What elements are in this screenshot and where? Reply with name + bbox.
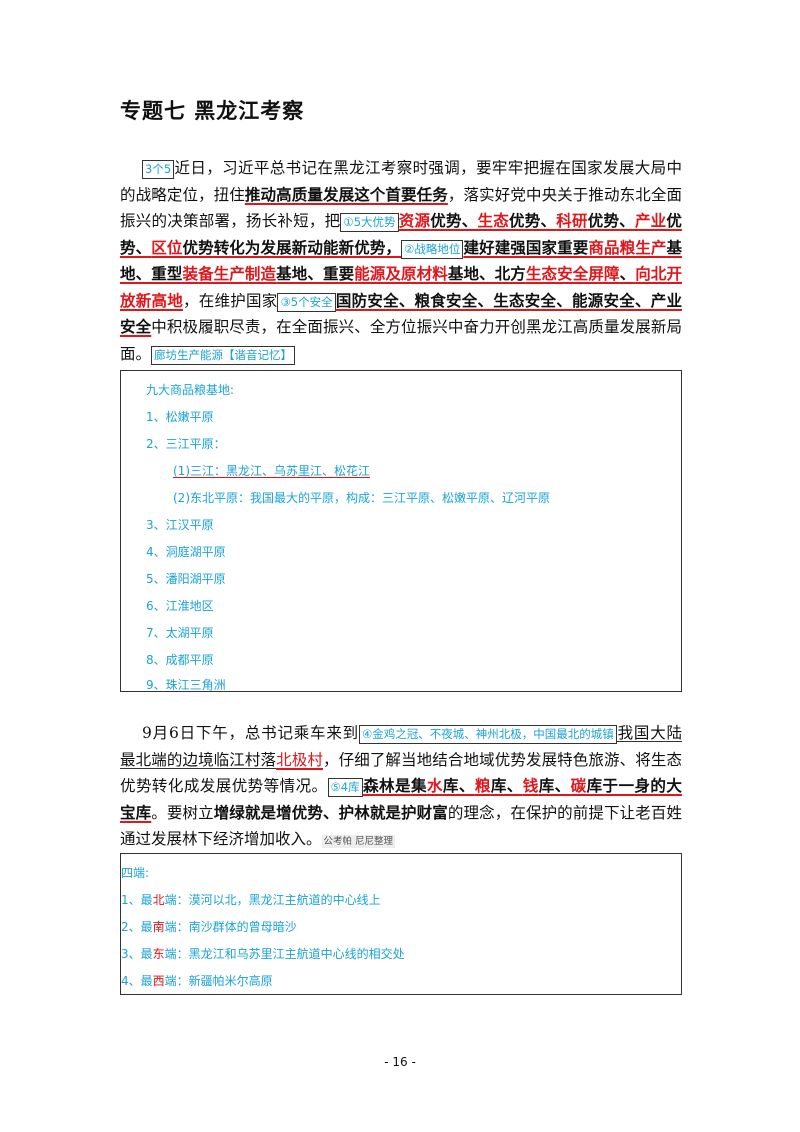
text: 近日，习近平总书记在黑龙江考察时强调，要牢牢把握在国家发展大局中的战略定位，扭住 <box>120 159 682 204</box>
bold-text: 库、 <box>442 776 475 795</box>
place-name: 北极村 <box>276 750 323 769</box>
page-title: 专题七 黑龙江考察 <box>120 99 305 123</box>
red-text: 科研 <box>556 211 588 230</box>
bold-text: 建好建强国家重要 <box>463 237 589 257</box>
red-text: 钱 <box>522 776 539 795</box>
list-item: 2、三江平原： <box>146 437 226 451</box>
bold-text: 推动高质量发展这个首要任务 <box>244 184 448 204</box>
item-prefix: 2、最 <box>121 920 153 934</box>
bold-text: 优势、 <box>508 211 557 230</box>
list-item: 2、最南端：南沙群体的曾母暗沙 <box>121 918 297 935</box>
bold-text: 库、 <box>490 776 523 795</box>
item-highlight: 南 <box>152 920 165 934</box>
four-extremes-box: 四端: 1、最北端：漠河以北，黑龙江主航道的中心线上 2、最南端：南沙群体的曾母… <box>120 853 682 995</box>
bold-text: 优势、 <box>587 211 635 230</box>
list-item: 4、最西端：新疆帕米尔高原 <box>121 972 273 989</box>
bold-text: 库于一身的大宝库 <box>120 776 682 822</box>
list-item: 4、洞庭湖平原 <box>146 545 226 559</box>
watermark-note: 公考帕 尼尼整理 <box>321 835 396 848</box>
item-highlight: 东 <box>152 947 165 961</box>
text: ，落实好党中央关于推动东北全面振兴的决策部署，扬长补短，把 <box>120 185 682 231</box>
list-item: (2)东北平原：我国最大的平原，构成：三江平原、松嫩平原、辽河平原 <box>173 489 550 506</box>
item-prefix: 3、最 <box>121 947 153 961</box>
underlined-text: 我国大陆最北端的边境临江村落 <box>120 724 682 769</box>
list-item: (1)三江：黑龙江、乌苏里江、松花江 <box>173 462 370 479</box>
list-item: 7、太湖平原 <box>146 626 214 640</box>
list-item: 5、潘阳湖平原 <box>146 572 226 586</box>
annotation-tag: ⑤4库 <box>327 778 363 797</box>
list-item-text: (1)三江：黑龙江、乌苏里江、松花江 <box>173 464 370 478</box>
annotation-tag: ②战略地位 <box>401 239 464 259</box>
red-text: 区位 <box>151 237 183 257</box>
red-text: 能源及原材料 <box>354 264 448 283</box>
text: ，仔细了解当地结合地域优势发展特色旅游、将生态优势转化成发展优势等情况。 <box>120 750 682 796</box>
list-item: 8、成都平原 <box>146 653 214 667</box>
bold-text: 、 <box>619 264 636 283</box>
red-text: 装备生产制造 <box>182 264 277 283</box>
item-text: 端：新疆帕米尔高原 <box>164 974 273 988</box>
red-text: 资源 <box>398 211 431 230</box>
bold-text: 基地、重型 <box>120 237 682 284</box>
red-text: 碳 <box>570 776 587 795</box>
paragraph-2: 9月6日下午，总书记乘车来到 ④金鸡之冠、不夜城、神州北极，中国最北的城镇 我国大陆… <box>120 720 682 856</box>
annotation-tag: 廊坊生产能源【谐音记忆】 <box>151 345 296 365</box>
list-item: 3、江汉平原 <box>146 518 214 532</box>
item-prefix: 1、最 <box>121 893 153 907</box>
item-text: 端：漠河以北，黑龙江主航道的中心线上 <box>164 893 381 907</box>
text: 的理念，在保护的前提下让老百姓通过发展林下经济增加收入。 <box>120 803 682 849</box>
bold-text: 增绿就是增优势、护林就是护财富 <box>213 802 448 822</box>
annotation-tag: ④金鸡之冠、不夜城、神州北极，中国最北的城镇 <box>358 725 617 744</box>
box-heading: 九大商品粮基地: <box>146 383 235 397</box>
bold-text: 森林是集 <box>362 776 427 795</box>
item-highlight: 西 <box>152 974 165 988</box>
annotation-tag: ③5个安全 <box>277 292 336 312</box>
list-item: 1、松嫩平原 <box>146 410 214 424</box>
red-text: 产业 <box>634 211 667 230</box>
bold-text: 优势、 <box>430 211 478 230</box>
red-text: 水 <box>426 776 443 795</box>
list-item-text: (2)东北平原：我国最大的平原，构成：三江平原、松嫩平原、辽河平原 <box>173 491 551 505</box>
text: ，在维护国家 <box>182 291 278 310</box>
item-prefix: 4、最 <box>121 974 153 988</box>
annotation-tag: 3个5 <box>142 160 175 179</box>
red-text: 商品粮生产 <box>588 237 667 257</box>
list-item: 1、最北端：漠河以北，黑龙江主航道的中心线上 <box>121 891 381 908</box>
item-highlight: 北 <box>152 893 165 907</box>
annotation-tag: ①5大优势 <box>340 213 399 232</box>
bold-text: 基地、重要 <box>276 264 355 283</box>
page-number: - 16 - <box>384 1055 416 1069</box>
box-heading: 四端: <box>121 866 150 880</box>
paragraph-1: 3个5 近日，习近平总书记在黑龙江考察时强调，要牢牢把握在国家发展大局中的战略定位… <box>120 155 682 367</box>
bold-text: 库、 <box>538 776 571 795</box>
red-text: 生态 <box>477 211 509 230</box>
text: 中积极履职尽责，在全面振兴、全方位振兴中奋力开创黑龙江高质量发展新局面。 <box>120 318 682 363</box>
red-text: 粮 <box>474 776 491 795</box>
bold-text: 优势转化为发展新动能新优势， <box>182 237 402 257</box>
list-item: 9、珠江三角洲 <box>146 678 226 692</box>
bold-text: 优势、 <box>120 211 682 257</box>
bold-text: 国防安全、粮食安全、生态安全、能源安全、产业安全 <box>120 290 682 337</box>
bold-text: 基地、北方 <box>447 264 526 283</box>
red-text: 向北开放新高地 <box>120 264 682 310</box>
red-text: 生态安全屏障 <box>525 264 620 283</box>
list-item: 6、江淮地区 <box>146 599 214 613</box>
text: 9月6日下午，总书记乘车来到 <box>142 724 359 742</box>
item-text: 端：黑龙江和乌苏里江主航道中心线的相交处 <box>164 947 405 961</box>
text: 。要树立 <box>151 803 214 822</box>
commodity-grain-bases-box: 九大商品粮基地: 1、松嫩平原 2、三江平原： (1)三江：黑龙江、乌苏里江、松… <box>120 370 682 692</box>
item-text: 端：南沙群体的曾母暗沙 <box>164 920 297 934</box>
list-item: 3、最东端：黑龙江和乌苏里江主航道中心线的相交处 <box>121 945 405 962</box>
